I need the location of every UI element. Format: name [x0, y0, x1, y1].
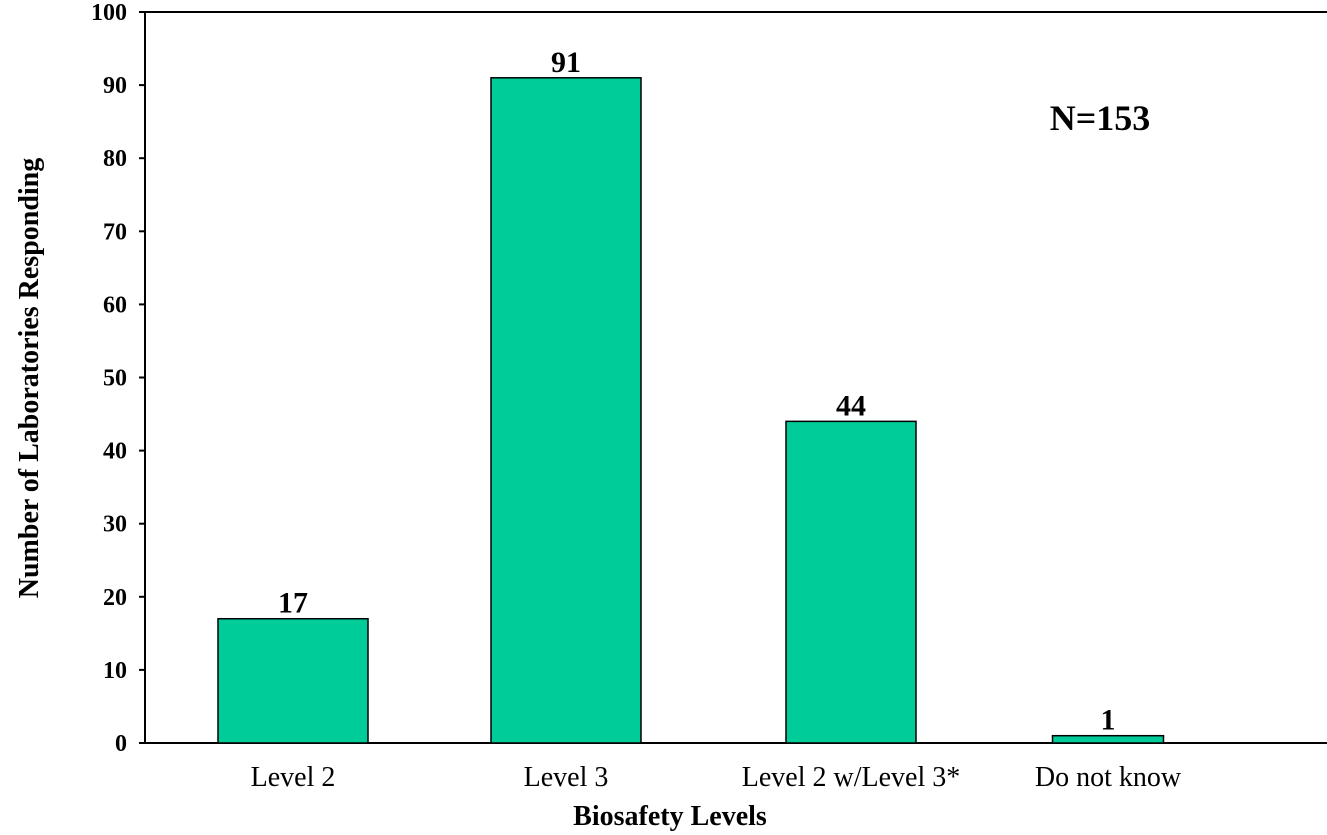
- y-tick-label: 90: [103, 73, 127, 99]
- x-tick-label: Level 2: [251, 762, 336, 793]
- y-tick-label: 100: [91, 0, 127, 26]
- bar: [1051, 734, 1165, 744]
- bar: [217, 617, 369, 744]
- y-axis-title: Number of Laboratories Responding: [14, 158, 45, 599]
- data-label: 1: [1101, 704, 1116, 737]
- data-label: 44: [836, 389, 866, 422]
- y-tick-label: 0: [115, 731, 127, 757]
- y-tick-label: 70: [103, 219, 127, 245]
- y-tick-label: 50: [103, 366, 127, 392]
- y-tick-label: 10: [103, 658, 127, 684]
- x-tick-label: Do not know: [1035, 762, 1182, 793]
- x-axis-title: Biosafety Levels: [573, 801, 767, 832]
- x-tick-label: Level 2 w/Level 3*: [742, 762, 960, 793]
- bar: [785, 420, 917, 744]
- data-label: 17: [278, 587, 308, 620]
- y-tick-label: 30: [103, 512, 127, 538]
- y-tick-label: 60: [103, 292, 127, 318]
- y-tick-label: 20: [103, 585, 127, 611]
- x-tick-label: Level 3: [524, 762, 609, 793]
- data-label: 91: [551, 46, 581, 79]
- bar: [490, 77, 642, 744]
- y-tick-label: 40: [103, 439, 127, 465]
- annotation: N=153: [1050, 98, 1151, 138]
- y-tick-label: 80: [103, 146, 127, 172]
